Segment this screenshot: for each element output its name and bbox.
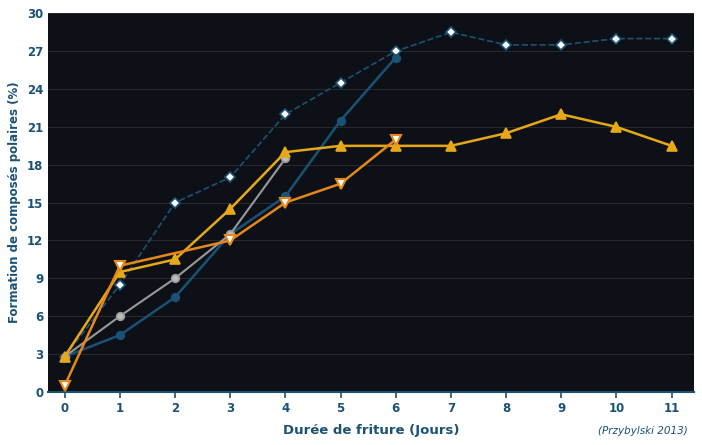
Y-axis label: Formation de composés polaires (%): Formation de composés polaires (%) (8, 82, 21, 324)
Text: (Przybylski 2013): (Przybylski 2013) (598, 426, 688, 436)
X-axis label: Durée de friture (Jours): Durée de friture (Jours) (283, 424, 459, 437)
